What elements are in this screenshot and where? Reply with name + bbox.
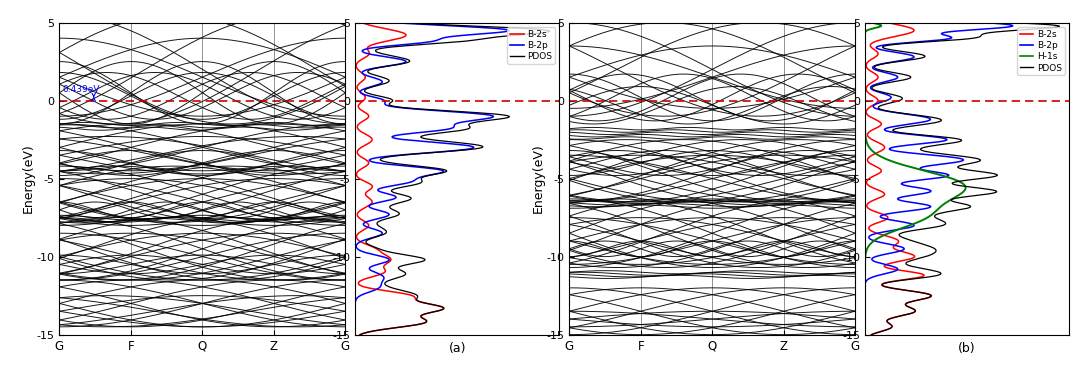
Y-axis label: Energy(eV): Energy(eV): [23, 144, 36, 214]
X-axis label: (b): (b): [958, 341, 976, 355]
Y-axis label: Energy(eV): Energy(eV): [532, 144, 545, 214]
Legend: B-2s, B-2p, H-1s, PDOS: B-2s, B-2p, H-1s, PDOS: [1017, 27, 1065, 75]
Text: 0.439eV: 0.439eV: [63, 85, 99, 94]
Legend: B-2s, B-2p, PDOS: B-2s, B-2p, PDOS: [508, 27, 555, 64]
X-axis label: (a): (a): [448, 341, 467, 355]
